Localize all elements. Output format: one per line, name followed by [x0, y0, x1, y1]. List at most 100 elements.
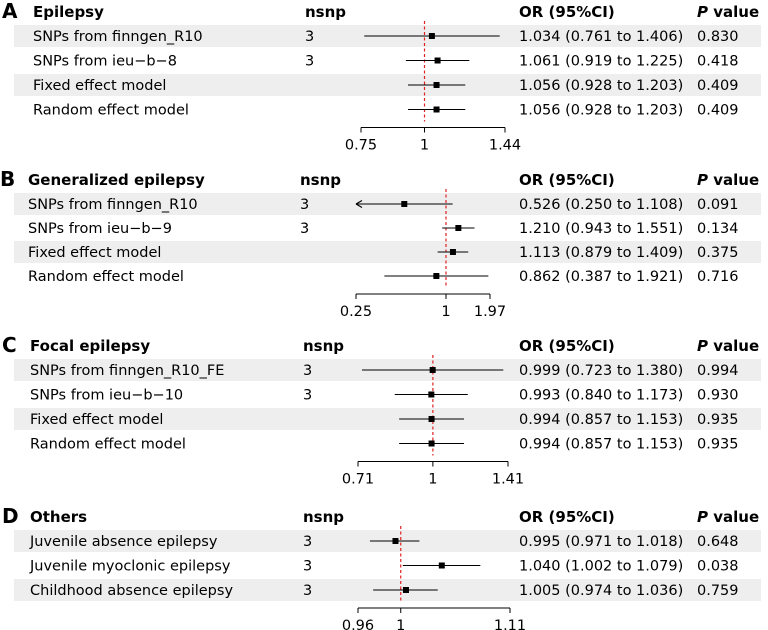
- nsnp-header: nsnp: [300, 171, 341, 189]
- point-estimate: [433, 82, 440, 88]
- panel-b: B Generalized epilepsy nsnp OR (95%CI) P val…: [0, 167, 761, 320]
- row-nsnp: 3: [303, 583, 312, 599]
- row-or-ci: 0.999 (0.723 to 1.380): [519, 363, 683, 379]
- point-estimate: [438, 562, 445, 569]
- row-or-ci: 1.056 (0.928 to 1.203): [519, 103, 683, 119]
- row-p-value: 0.418: [697, 54, 739, 70]
- row-p-value: 0.091: [697, 197, 739, 213]
- panel-title: Epilepsy: [33, 3, 104, 21]
- row-label: Fixed effect model: [28, 245, 161, 261]
- or-ci-header: OR (95%CI): [519, 508, 615, 526]
- row-label: Juvenile myoclonic epilepsy: [29, 559, 231, 575]
- x-tick-label: 0.71: [342, 472, 374, 488]
- x-tick-label: 0.75: [345, 138, 377, 154]
- row-band: [14, 408, 761, 430]
- forest-row: Random effect model 0.994 (0.857 to 1.153…: [30, 437, 739, 453]
- panel-title: Generalized epilepsy: [28, 171, 205, 189]
- row-nsnp: 3: [303, 363, 312, 379]
- forest-row: Juvenile myoclonic epilepsy 3 1.040 (1.002…: [29, 559, 739, 575]
- nsnp-header: nsnp: [303, 508, 344, 526]
- row-or-ci: 1.005 (0.974 to 1.036): [519, 583, 683, 599]
- panel-letter: B: [0, 167, 15, 191]
- row-label: SNPs from ieu−b−8: [33, 54, 177, 70]
- row-p-value: 0.759: [697, 583, 739, 599]
- p-value-header: P value: [697, 337, 759, 355]
- x-tick-label: 1.11: [494, 618, 526, 630]
- row-label: Juvenile absence epilepsy: [29, 534, 218, 550]
- p-value-header: P value: [697, 508, 759, 526]
- row-or-ci: 0.994 (0.857 to 1.153): [519, 412, 683, 428]
- row-or-ci: 1.056 (0.928 to 1.203): [519, 78, 683, 94]
- row-or-ci: 0.995 (0.971 to 1.018): [519, 534, 683, 550]
- or-ci-header: OR (95%CI): [519, 337, 615, 355]
- nsnp-header: nsnp: [303, 337, 344, 355]
- row-or-ci: 0.862 (0.387 to 1.921): [519, 269, 683, 285]
- x-tick-label: 1: [428, 472, 437, 488]
- row-band: [14, 74, 761, 96]
- forest-row: Fixed effect model 0.994 (0.857 to 1.153)…: [30, 412, 739, 428]
- row-label: Random effect model: [30, 437, 186, 453]
- row-or-ci: 1.040 (1.002 to 1.079): [519, 559, 683, 575]
- p-value-header: P value: [697, 171, 759, 189]
- forest-row: SNPs from ieu−b−10 3 0.993 (0.840 to 1.173…: [30, 388, 739, 404]
- row-label: SNPs from finngen_R10: [28, 197, 198, 213]
- row-or-ci: 1.210 (0.943 to 1.551): [519, 221, 683, 237]
- row-p-value: 0.935: [697, 437, 739, 453]
- forest-row: Fixed effect model 1.113 (0.879 to 1.409)…: [28, 245, 739, 261]
- row-p-value: 0.409: [697, 103, 739, 119]
- x-tick-label: 0.96: [342, 618, 374, 630]
- panel-c: C Focal epilepsy nsnp OR (95%CI) P value SNPs…: [2, 333, 761, 488]
- p-value-header: P value: [697, 3, 759, 21]
- row-p-value: 0.134: [697, 221, 739, 237]
- row-label: SNPs from ieu−b−10: [30, 388, 183, 404]
- forest-row: Childhood absence epilepsy 3 1.005 (0.974 …: [30, 583, 739, 599]
- row-label: SNPs from finngen_R10: [33, 29, 203, 45]
- panel-letter: A: [2, 0, 18, 23]
- row-p-value: 0.830: [697, 29, 739, 45]
- row-or-ci: 0.526 (0.250 to 1.108): [519, 197, 683, 213]
- x-tick-label: 0.25: [340, 304, 372, 320]
- x-tick-label: 1: [396, 618, 405, 630]
- row-label: Random effect model: [33, 103, 189, 119]
- x-tick-label: 1: [441, 304, 450, 320]
- point-estimate: [433, 106, 440, 113]
- x-tick-label: 1: [420, 138, 429, 154]
- forest-row: Juvenile absence epilepsy 3 0.995 (0.971 t…: [29, 534, 739, 550]
- row-label: SNPs from ieu−b−9: [28, 221, 172, 237]
- forest-row: SNPs from finngen_R10 3 1.034 (0.761 to 1.…: [33, 29, 739, 45]
- point-estimate: [434, 57, 441, 64]
- point-estimate: [455, 225, 462, 231]
- forest-row: SNPs from finngen_R10_FE 3 0.999 (0.723 to…: [30, 363, 739, 379]
- row-label: Fixed effect model: [33, 78, 166, 94]
- x-tick-label: 1.41: [492, 472, 524, 488]
- row-or-ci: 1.061 (0.919 to 1.225): [519, 54, 683, 70]
- panel-title: Focal epilepsy: [30, 337, 150, 355]
- row-p-value: 0.375: [697, 245, 739, 261]
- forest-row: Random effect model 0.862 (0.387 to 1.921…: [28, 269, 739, 285]
- x-tick-label: 1.97: [474, 304, 506, 320]
- point-estimate: [428, 440, 435, 447]
- x-tick-label: 1.44: [489, 138, 521, 154]
- panel-a: A Epilepsy nsnp OR (95%CI) P value SNPs from …: [2, 0, 761, 154]
- point-estimate: [401, 201, 408, 207]
- point-estimate: [402, 587, 409, 593]
- row-label: Childhood absence epilepsy: [30, 583, 233, 599]
- row-or-ci: 1.034 (0.761 to 1.406): [519, 29, 683, 45]
- row-nsnp: 3: [305, 54, 314, 70]
- row-or-ci: 0.993 (0.840 to 1.173): [519, 388, 683, 404]
- row-label: Fixed effect model: [30, 412, 163, 428]
- row-p-value: 0.409: [697, 78, 739, 94]
- panel-letter: C: [2, 333, 17, 357]
- point-estimate: [429, 367, 436, 373]
- row-label: Random effect model: [28, 269, 184, 285]
- point-estimate: [449, 249, 456, 255]
- row-nsnp: 3: [303, 534, 312, 550]
- row-p-value: 0.930: [697, 388, 739, 404]
- point-estimate: [428, 33, 435, 39]
- forest-row: Fixed effect model 1.056 (0.928 to 1.203)…: [33, 78, 739, 94]
- row-or-ci: 1.113 (0.879 to 1.409): [519, 245, 683, 261]
- or-ci-header: OR (95%CI): [519, 3, 615, 21]
- point-estimate: [392, 538, 399, 544]
- forest-row: SNPs from ieu−b−8 3 1.061 (0.919 to 1.225)…: [33, 54, 739, 70]
